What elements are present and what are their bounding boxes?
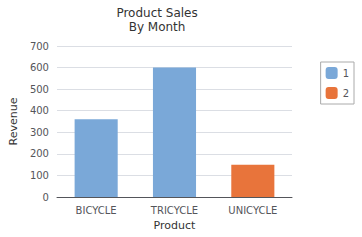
svg-text:200: 200 bbox=[30, 148, 49, 159]
svg-text:700: 700 bbox=[30, 41, 49, 52]
svg-text:0: 0 bbox=[43, 192, 49, 203]
svg-text:2: 2 bbox=[343, 88, 349, 99]
svg-text:UNICYCLE: UNICYCLE bbox=[228, 205, 277, 216]
svg-text:BICYCLE: BICYCLE bbox=[76, 205, 117, 216]
svg-text:300: 300 bbox=[30, 127, 49, 138]
svg-text:TRICYCLE: TRICYCLE bbox=[150, 205, 198, 216]
svg-text:Product: Product bbox=[154, 219, 196, 232]
svg-text:By Month: By Month bbox=[129, 20, 186, 34]
svg-text:400: 400 bbox=[30, 105, 49, 116]
svg-text:600: 600 bbox=[30, 62, 49, 73]
svg-text:500: 500 bbox=[30, 84, 49, 95]
svg-text:Revenue: Revenue bbox=[7, 97, 20, 145]
svg-text:100: 100 bbox=[30, 170, 49, 181]
svg-text:1: 1 bbox=[343, 68, 349, 79]
svg-text:Product Sales: Product Sales bbox=[116, 6, 197, 20]
